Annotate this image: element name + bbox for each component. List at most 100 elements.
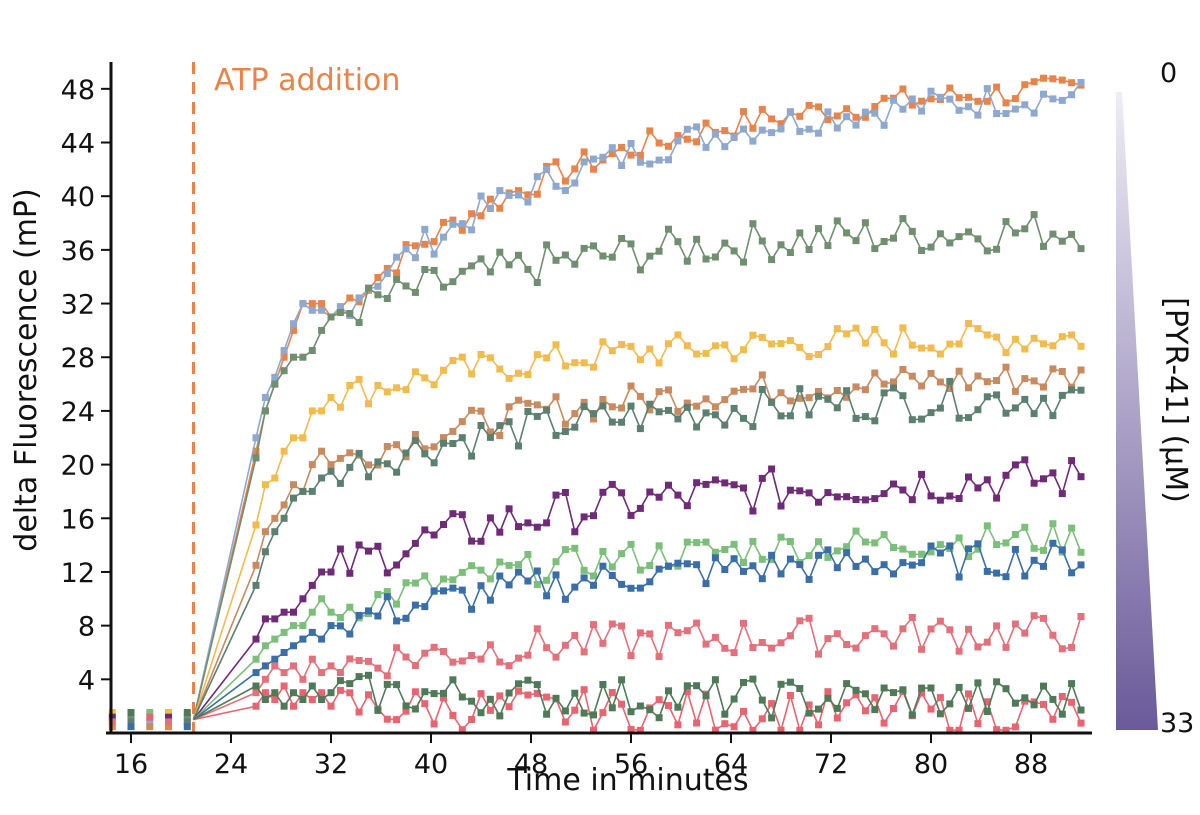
data-point <box>402 453 410 461</box>
data-point <box>627 240 635 248</box>
data-point <box>871 625 879 633</box>
data-point <box>590 165 597 173</box>
data-point <box>449 278 457 286</box>
baseline-point <box>165 713 172 721</box>
data-point <box>711 403 719 411</box>
data-point <box>861 555 869 563</box>
data-point <box>252 521 260 529</box>
data-point <box>571 165 579 173</box>
data-point <box>552 182 560 190</box>
data-point <box>749 644 757 651</box>
data-point <box>1011 335 1019 343</box>
data-point <box>543 592 551 600</box>
data-point <box>1040 383 1047 391</box>
data-point <box>730 695 738 703</box>
data-point <box>299 487 307 495</box>
data-point <box>402 702 410 710</box>
data-point <box>665 386 672 394</box>
data-point <box>561 595 569 603</box>
data-point <box>1049 715 1057 723</box>
data-point <box>749 220 757 228</box>
data-point <box>946 340 954 348</box>
data-point <box>1058 96 1066 104</box>
data-point <box>280 367 288 375</box>
data-point <box>393 441 401 449</box>
data-point <box>646 578 654 586</box>
data-point <box>983 522 991 530</box>
data-point <box>336 614 344 621</box>
data-point <box>290 353 297 361</box>
data-point <box>983 85 991 93</box>
data-point <box>936 496 944 504</box>
data-point <box>618 580 626 588</box>
data-point <box>796 561 804 569</box>
data-point <box>1002 110 1010 117</box>
data-point <box>1030 701 1038 709</box>
data-point <box>515 687 522 695</box>
data-point <box>477 582 485 590</box>
data-point <box>308 300 316 308</box>
data-point <box>627 584 635 592</box>
data-point <box>833 630 841 638</box>
data-point <box>936 694 944 702</box>
data-point <box>1077 613 1085 620</box>
data-point <box>561 707 569 715</box>
data-point <box>655 156 663 164</box>
data-point <box>768 398 776 406</box>
data-point <box>871 706 879 714</box>
data-point <box>505 403 513 411</box>
data-point <box>599 153 607 161</box>
data-point <box>515 187 522 195</box>
data-point <box>702 480 710 488</box>
data-point <box>702 395 710 403</box>
data-point <box>505 561 513 569</box>
data-point <box>861 538 869 546</box>
colorbar-title: [PYR-41] (µM) <box>1158 297 1193 503</box>
data-point <box>965 414 972 422</box>
data-point <box>833 404 841 412</box>
data-point <box>421 572 429 580</box>
data-point <box>852 324 860 332</box>
data-point <box>430 643 438 651</box>
data-point <box>1030 109 1038 117</box>
data-point <box>946 84 954 92</box>
data-point <box>674 132 682 140</box>
data-point <box>477 566 485 574</box>
data-point <box>411 254 419 262</box>
data-point <box>280 649 288 656</box>
data-point <box>758 105 766 113</box>
data-point <box>496 204 504 212</box>
data-point <box>1030 544 1038 552</box>
data-point <box>655 542 663 550</box>
data-point <box>486 268 494 276</box>
data-point <box>927 409 935 417</box>
data-point <box>1002 471 1010 479</box>
data-point <box>440 575 447 583</box>
data-point <box>636 425 644 433</box>
data-point <box>308 581 316 589</box>
data-point <box>599 562 607 570</box>
data-point <box>711 253 719 261</box>
data-point <box>515 568 522 576</box>
data-point <box>365 284 372 292</box>
data-point <box>899 215 907 223</box>
data-point <box>786 412 794 420</box>
data-point <box>280 628 288 636</box>
data-point <box>983 476 991 484</box>
data-point <box>740 258 747 266</box>
data-point <box>411 662 419 669</box>
data-point <box>299 696 307 703</box>
data-point <box>983 378 991 386</box>
baseline-point <box>127 713 135 721</box>
data-point <box>1002 539 1010 547</box>
data-point <box>908 372 916 380</box>
data-point <box>946 385 954 392</box>
data-point <box>993 622 1001 630</box>
data-point <box>561 251 569 259</box>
data-point <box>430 690 438 698</box>
data-point <box>421 445 429 453</box>
data-point <box>1040 475 1047 483</box>
data-point <box>458 726 466 734</box>
data-point <box>758 555 766 563</box>
